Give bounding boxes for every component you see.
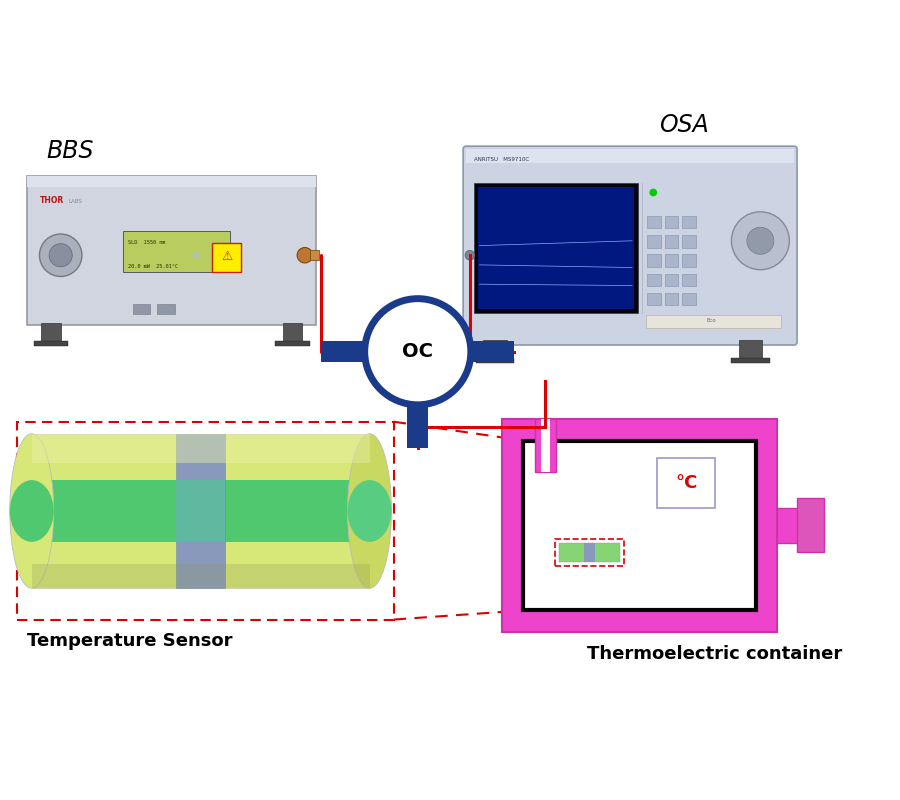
Bar [176,434,225,588]
Bar [483,340,507,362]
Circle shape [465,250,474,260]
Text: °C: °C [675,474,698,492]
Bar [478,186,634,310]
Bar [321,341,365,362]
Bar [682,293,696,306]
Bar [739,340,762,362]
Bar [158,304,175,314]
Text: ANRITSU   MS9710C: ANRITSU MS9710C [473,157,529,162]
Circle shape [364,298,471,405]
Bar [176,480,225,542]
Circle shape [650,189,657,196]
Bar [32,434,370,462]
Bar [645,315,780,328]
Bar [732,358,770,363]
Text: Thermoelectric container: Thermoelectric container [587,645,842,662]
Text: 20.0 mW  25.01°C: 20.0 mW 25.01°C [128,264,178,269]
Text: Temperature Sensor: Temperature Sensor [27,632,232,650]
Bar [27,176,317,187]
Ellipse shape [347,434,392,588]
Text: OC: OC [402,342,433,362]
Bar [778,508,805,543]
Circle shape [40,234,82,277]
Text: SLD  1550 nm: SLD 1550 nm [128,240,166,245]
Bar [33,341,68,346]
Bar [682,274,696,286]
Bar [647,274,661,286]
Bar [665,235,679,247]
Ellipse shape [10,480,54,542]
Bar [473,183,638,313]
Bar [283,323,302,345]
Bar [647,235,661,247]
Ellipse shape [10,434,54,588]
Bar [133,304,150,314]
Bar [554,539,625,566]
Bar [41,323,60,345]
Bar [647,216,661,228]
Bar [476,358,514,363]
Bar [559,543,584,562]
Circle shape [50,244,72,267]
Bar [274,341,310,346]
Bar [682,235,696,247]
Bar [647,293,661,306]
Circle shape [193,252,199,258]
Bar [559,543,620,562]
Bar [123,231,230,272]
Text: THOR: THOR [40,196,64,205]
Bar [682,216,696,228]
Bar [665,274,679,286]
Circle shape [747,227,774,254]
Ellipse shape [347,480,392,542]
Bar [32,564,370,588]
Bar [17,422,393,619]
Bar [32,480,370,542]
Bar [32,434,370,588]
Bar [310,250,320,260]
Bar [657,458,715,508]
Bar [796,498,824,553]
Bar [471,341,514,362]
Bar [212,242,241,272]
Circle shape [732,212,789,270]
Text: Eco: Eco [706,318,716,323]
FancyBboxPatch shape [464,146,797,345]
Bar [665,254,679,267]
Bar [524,441,756,610]
Bar [647,254,661,267]
Circle shape [297,247,312,263]
Bar [466,149,794,162]
Bar [665,216,679,228]
Bar [502,419,778,632]
Bar [407,405,428,448]
Bar [682,254,696,267]
Bar [584,543,596,562]
Text: LABS: LABS [68,198,82,204]
Bar [27,176,317,326]
Text: OSA: OSA [659,113,709,137]
Bar [541,419,550,472]
Bar [596,543,620,562]
Text: BBS: BBS [46,139,94,163]
Bar [665,293,679,306]
Bar [535,419,556,472]
Text: ⚠: ⚠ [221,250,232,262]
